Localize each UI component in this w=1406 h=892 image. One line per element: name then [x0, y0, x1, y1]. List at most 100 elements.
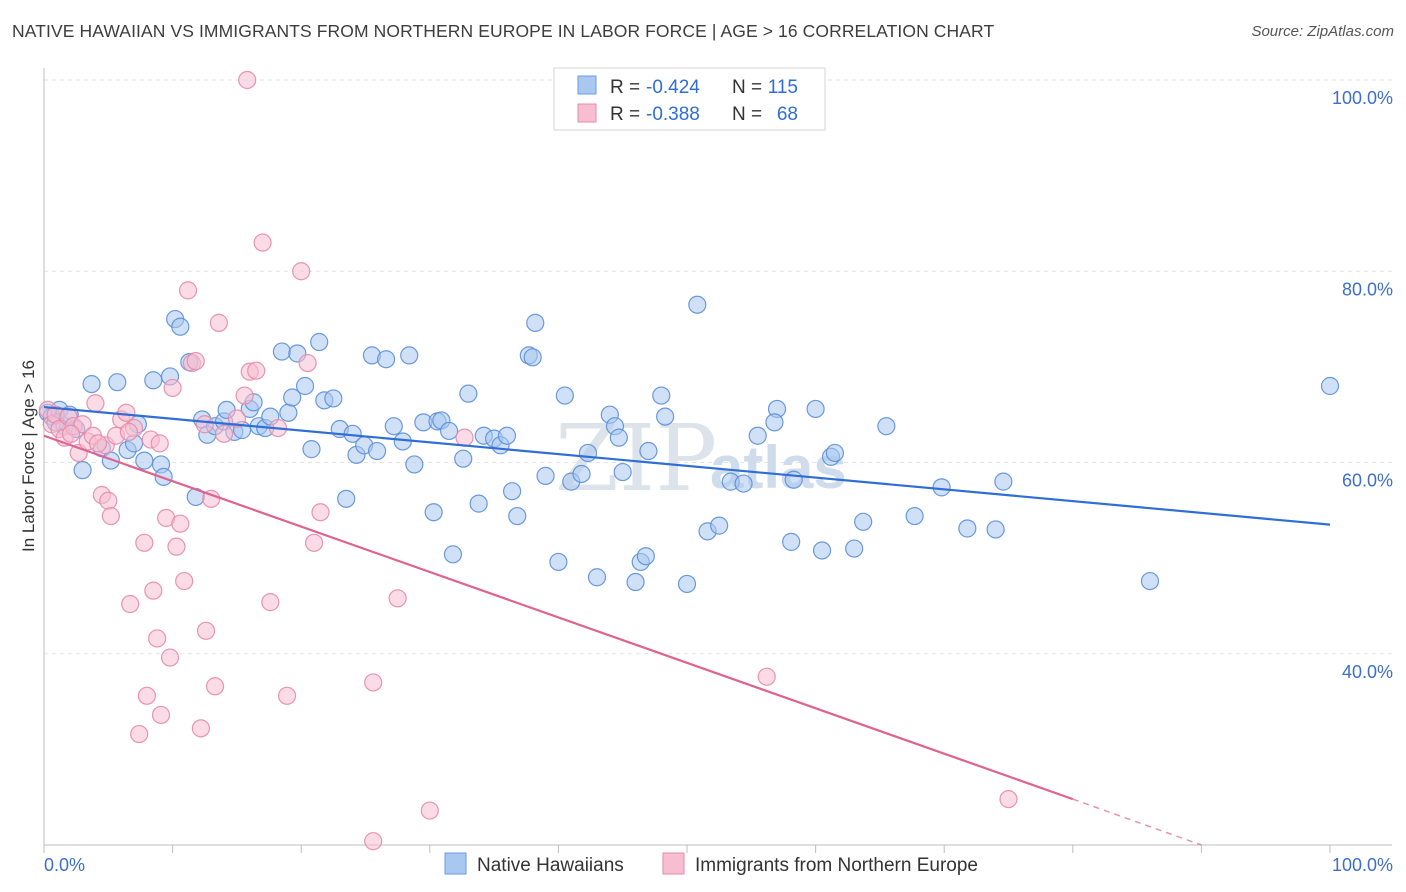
point-0-111	[932, 478, 951, 497]
point-0-44	[324, 389, 343, 408]
stats-legend-r-value-0: -0.424	[646, 77, 700, 98]
point-0-97	[734, 474, 753, 493]
trend-line-extension-1	[1072, 798, 1202, 846]
stats-legend-r-label-0: R =	[610, 77, 640, 98]
point-1-58	[364, 832, 383, 851]
point-0-108	[854, 512, 873, 531]
point-1-32	[171, 514, 190, 533]
y-tick-label-3: 40.0%	[1342, 662, 1393, 682]
point-0-104	[812, 541, 832, 560]
point-0-90	[652, 386, 671, 405]
point-1-47	[253, 233, 272, 252]
point-0-79	[572, 464, 591, 484]
point-0-91	[656, 407, 675, 426]
point-0-113	[986, 520, 1005, 539]
point-0-73	[526, 313, 545, 332]
point-1-25	[144, 581, 163, 600]
point-1-57	[364, 673, 383, 692]
point-1-44	[235, 386, 254, 405]
point-1-38	[196, 621, 216, 640]
point-1-67	[195, 415, 214, 434]
point-1-33	[175, 571, 194, 591]
point-1-46	[247, 361, 266, 380]
stats-legend-swatch-0	[577, 75, 597, 95]
point-0-71	[508, 506, 527, 526]
trend-line-1	[43, 434, 1074, 801]
point-1-48	[261, 593, 280, 612]
point-0-61	[439, 421, 459, 441]
point-0-107	[845, 539, 864, 558]
point-1-31	[167, 537, 186, 556]
chart-title: NATIVE HAWAIIAN VS IMMIGRANTS FROM NORTH…	[12, 21, 995, 41]
point-1-65	[61, 424, 81, 443]
point-0-38	[283, 388, 302, 407]
point-1-37	[191, 719, 210, 738]
point-1-15	[101, 506, 120, 526]
point-1-54	[311, 503, 330, 522]
point-0-116	[1320, 376, 1340, 396]
stats-legend-swatch-1	[577, 103, 597, 123]
x-tick-labels: 0.0% 100.0%	[44, 855, 1393, 875]
series-immigrants-northern-europe	[38, 70, 1018, 851]
point-1-61	[757, 667, 776, 686]
point-1-22	[135, 533, 154, 552]
point-1-21	[130, 724, 149, 744]
point-0-85	[613, 462, 632, 482]
point-0-11	[108, 373, 127, 392]
trend-lines	[43, 405, 1331, 846]
point-0-84	[609, 428, 628, 447]
bottom-legend: Native Hawaiians Immigrants from Norther…	[444, 852, 978, 876]
stats-legend-n-value-1: 68	[777, 104, 798, 125]
point-1-40	[205, 677, 225, 696]
point-0-112	[958, 519, 977, 538]
point-0-58	[424, 503, 443, 522]
point-0-63	[454, 449, 473, 468]
point-0-115	[1140, 571, 1160, 591]
point-0-110	[905, 506, 924, 526]
point-1-41	[209, 313, 228, 332]
point-0-75	[536, 466, 555, 485]
point-1-56	[420, 801, 439, 820]
axes	[43, 68, 1392, 853]
point-0-15	[135, 451, 154, 470]
point-1-52	[298, 353, 317, 373]
point-1-36	[186, 352, 205, 371]
point-1-64	[119, 422, 138, 441]
point-0-114	[994, 472, 1013, 491]
chart-source: Source: ZipAtlas.com	[1251, 23, 1394, 40]
point-1-42	[214, 424, 234, 443]
point-1-29	[160, 648, 180, 667]
point-0-51	[367, 441, 387, 461]
x-tick-label-0: 0.0%	[44, 855, 85, 875]
watermark-zip: ZIP	[555, 405, 717, 512]
point-1-19	[121, 594, 140, 614]
point-1-27	[151, 705, 171, 725]
stats-legend-n-label-0: N =	[732, 77, 762, 98]
point-0-88	[636, 547, 655, 566]
point-1-26	[148, 629, 167, 648]
point-1-34	[178, 281, 198, 300]
point-0-77	[555, 386, 574, 405]
point-1-18	[117, 403, 136, 422]
point-0-53	[384, 417, 403, 436]
bottom-legend-label-1: Immigrants from Northern Europe	[695, 855, 978, 876]
stats-legend-n-value-0: 115	[768, 77, 798, 98]
point-1-30	[163, 378, 182, 398]
point-0-93	[688, 295, 707, 314]
y-tick-labels: 100.0% 80.0% 60.0% 40.0%	[1332, 88, 1393, 682]
point-0-76	[549, 552, 568, 572]
point-0-109	[877, 417, 896, 436]
stats-legend: R = -0.424 N = 115 R = -0.388 N = 68	[553, 67, 826, 131]
point-0-62	[443, 545, 463, 564]
point-0-95	[710, 516, 729, 535]
stats-legend-box	[553, 67, 826, 131]
point-0-55	[400, 346, 419, 365]
point-0-89	[639, 441, 658, 461]
point-1-60	[455, 428, 474, 447]
y-tick-label-2: 60.0%	[1342, 471, 1393, 491]
point-0-100	[765, 413, 784, 432]
point-0-98	[748, 426, 767, 445]
bottom-legend-swatch-0	[444, 852, 467, 875]
point-1-23	[137, 686, 156, 705]
